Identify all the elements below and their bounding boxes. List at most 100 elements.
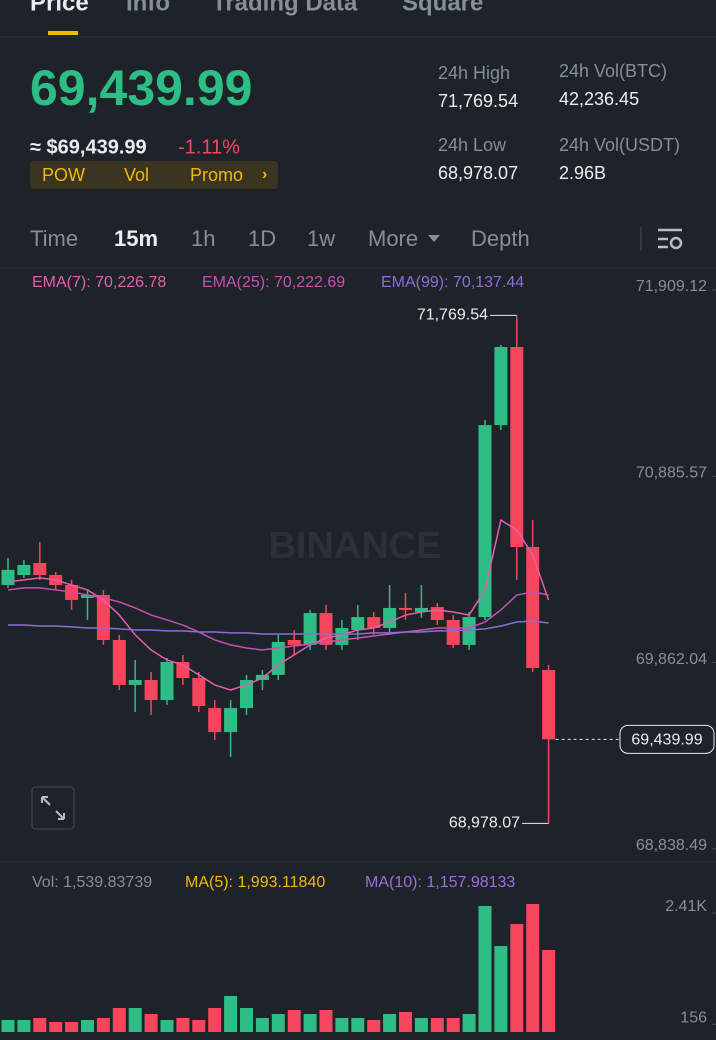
candle-body	[96, 595, 110, 640]
tag-group	[30, 161, 278, 189]
volume-bar	[33, 1017, 47, 1032]
y-tick-label: 70,885.57	[636, 464, 707, 481]
candle-body	[399, 607, 412, 610]
expand-button[interactable]	[31, 786, 75, 830]
legend-entry: EMA(25): 70,222.69	[202, 274, 345, 291]
candle-body	[462, 617, 476, 645]
stat-value: 2.96B	[559, 163, 606, 183]
volume-bar	[1, 1020, 15, 1032]
candle-body	[526, 546, 540, 669]
candle-body	[494, 346, 508, 426]
last-price-box	[619, 724, 715, 754]
volume-bar	[399, 1012, 412, 1032]
candle-body	[446, 619, 460, 645]
tab[interactable]: Price	[30, 0, 89, 16]
volume-bar	[367, 1020, 381, 1032]
volume-bar	[335, 1017, 349, 1032]
volume-bar	[287, 1009, 301, 1032]
candle-body	[176, 661, 190, 679]
candle-body	[478, 425, 492, 618]
y-tick-label: 156	[680, 1010, 707, 1027]
candle-body	[510, 346, 524, 547]
candle-body	[287, 639, 301, 645]
volume-bar	[208, 1008, 222, 1032]
volume-bar	[81, 1020, 94, 1032]
volume-bar	[224, 996, 238, 1032]
volume-bar	[255, 1017, 269, 1032]
legend-entry: EMA(99): 70,137.44	[381, 274, 524, 291]
stat-label: 24h High	[438, 63, 510, 83]
interval[interactable]: 1D	[248, 226, 276, 251]
candle-body	[208, 708, 222, 733]
volume-bar	[478, 906, 492, 1032]
low-label: 68,978.07	[449, 815, 520, 832]
candle-body	[112, 639, 126, 685]
volume-bar	[176, 1017, 190, 1032]
volume-bar	[144, 1013, 158, 1032]
watermark: BINANCE	[268, 525, 441, 567]
interval[interactable]: 15m	[114, 226, 158, 251]
ema-line	[7, 587, 549, 651]
volume-bar	[494, 945, 508, 1032]
volume-bar	[112, 1008, 126, 1032]
tab[interactable]: Trading Data	[212, 0, 358, 16]
volume-bar	[192, 1020, 206, 1032]
y-tick-label: 68,838.49	[636, 837, 707, 854]
tab[interactable]: Info	[126, 0, 170, 16]
stat-label: 24h Vol(BTC)	[559, 61, 667, 81]
volume-bar	[49, 1021, 63, 1032]
settings-icon[interactable]	[658, 228, 683, 250]
interval[interactable]: Depth	[471, 226, 530, 251]
volume-bar	[383, 1013, 397, 1032]
y-tick-label: 71,909.12	[636, 278, 707, 295]
tag[interactable]: POW	[42, 165, 85, 185]
indicator: MA(5): 1,993.11840	[185, 874, 325, 891]
candle-body	[367, 617, 381, 628]
interval[interactable]: Time	[30, 226, 78, 251]
candle-body	[160, 661, 174, 701]
candle-body	[1, 569, 15, 586]
ema-line	[8, 620, 549, 635]
candle-body	[128, 680, 142, 685]
volume-bar	[351, 1017, 365, 1032]
candle-body	[430, 607, 444, 620]
volume-bar	[430, 1017, 444, 1032]
interval[interactable]: 1w	[307, 226, 335, 251]
dropdown-arrow	[428, 235, 440, 242]
tag-arrow: ›	[262, 166, 267, 183]
tag[interactable]: Vol	[124, 165, 149, 185]
y-tick-label: 2.41K	[665, 898, 707, 915]
tab[interactable]: Square	[402, 0, 483, 16]
volume-bar	[303, 1013, 317, 1032]
candle-body	[383, 607, 397, 628]
volume-bar	[319, 1009, 333, 1032]
stat-value: 42,236.45	[559, 89, 639, 109]
stat-value: 68,978.07	[438, 163, 518, 183]
volume-bar	[526, 904, 540, 1032]
volume-bar	[446, 1017, 460, 1032]
volume-bar	[414, 1017, 428, 1032]
candle-body	[144, 680, 158, 701]
candle-body	[17, 565, 31, 576]
indicator: Vol: 1,539.83739	[32, 874, 152, 891]
interval[interactable]: 1h	[191, 226, 215, 251]
volume-bar	[240, 1008, 253, 1032]
interval[interactable]: More	[368, 226, 418, 251]
last-price-label: 69,439.99	[631, 732, 702, 749]
candle-body	[240, 680, 253, 709]
volume-bar	[510, 924, 524, 1032]
volume-bar	[96, 1017, 110, 1032]
last-price: 69,439.99	[30, 60, 252, 116]
candle-body	[542, 670, 556, 740]
price-usd: ≈ $69,439.99	[30, 136, 147, 158]
indicator: MA(10): 1,157.98133	[365, 874, 515, 891]
volume-bar	[462, 1013, 476, 1032]
high-label: 71,769.54	[417, 307, 488, 324]
candle-body	[81, 595, 94, 598]
stat-value: 71,769.54	[438, 91, 518, 111]
candle-body	[33, 562, 47, 576]
tag[interactable]: Promo	[190, 165, 243, 185]
volume-bar	[128, 1008, 142, 1032]
candle-body	[192, 678, 206, 707]
